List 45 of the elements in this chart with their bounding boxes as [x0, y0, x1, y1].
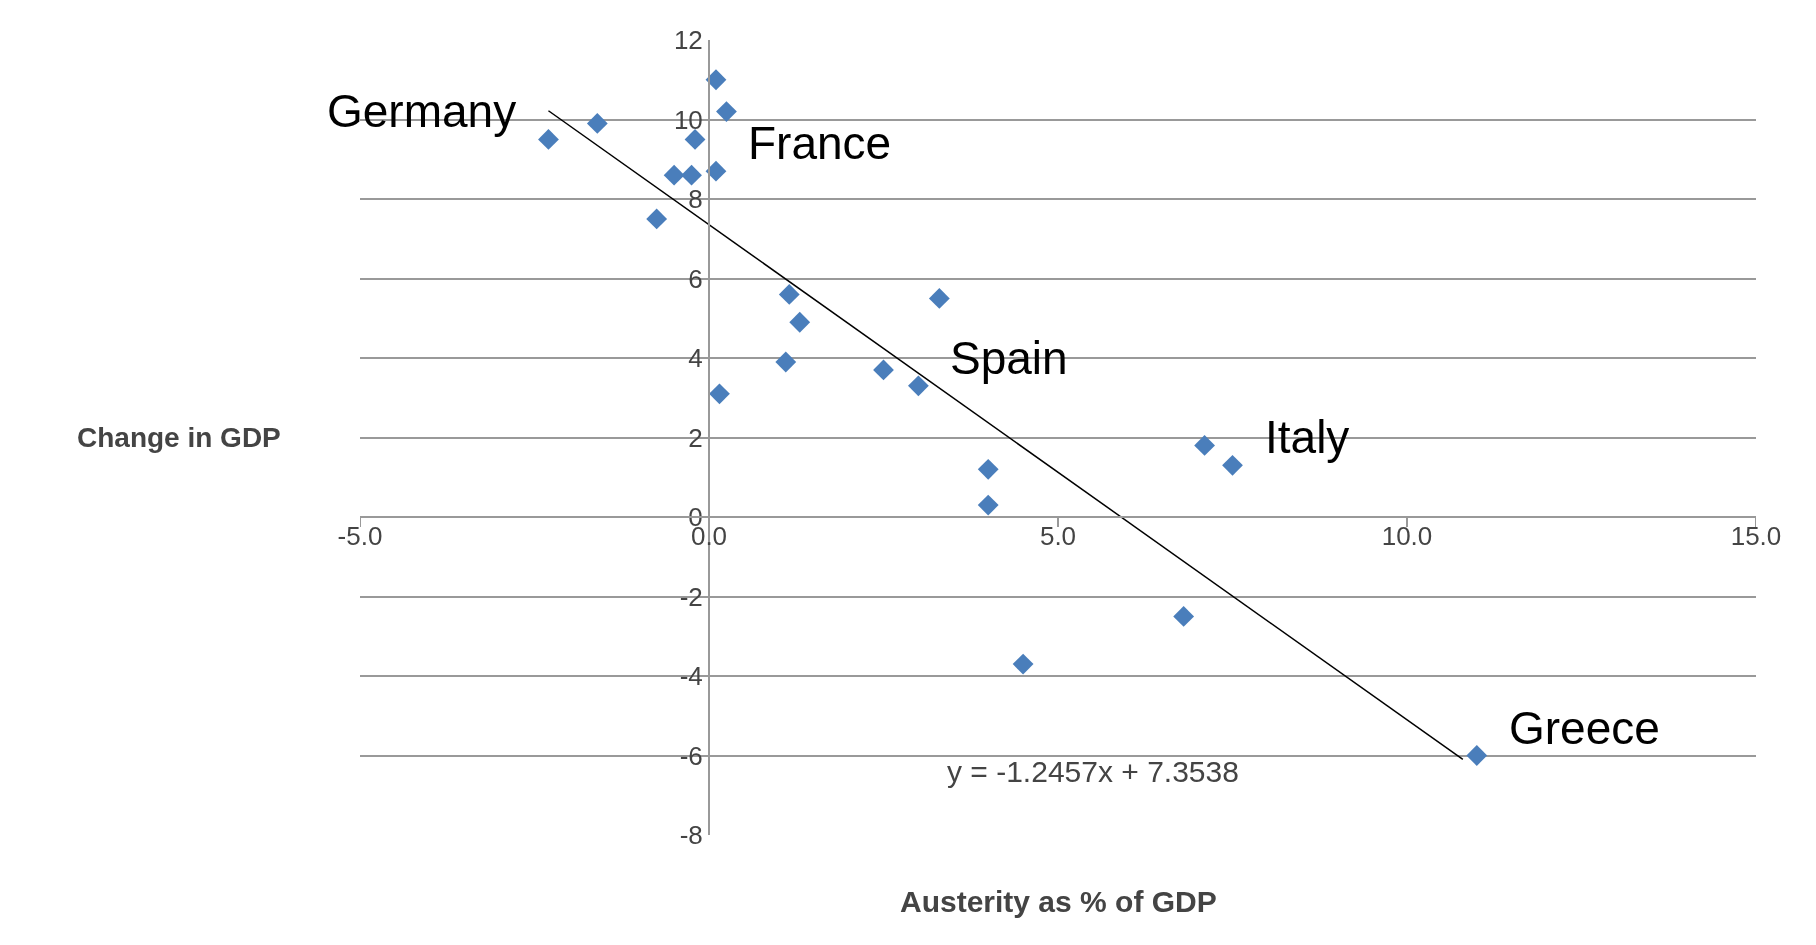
y-axis-title: Change in GDP	[77, 422, 281, 453]
y-tick-label: 10	[673, 104, 703, 135]
y-tick-label: -6	[679, 740, 703, 771]
y-tick-label: 6	[688, 263, 703, 294]
point	[705, 160, 727, 182]
point	[716, 101, 737, 122]
point	[538, 128, 559, 150]
y-tick-label: -2	[679, 581, 703, 612]
point	[1012, 653, 1034, 675]
point	[1466, 745, 1488, 766]
y-tick-label: 8	[688, 184, 703, 215]
point	[977, 494, 999, 516]
point	[663, 164, 685, 186]
x-tick-label: 5.0	[1039, 520, 1077, 551]
annotation: Germany	[327, 85, 517, 137]
point	[684, 128, 706, 150]
point	[789, 311, 811, 333]
point	[977, 458, 999, 480]
y-tick-label: 4	[688, 343, 703, 374]
annotation: France	[748, 117, 892, 169]
point	[709, 383, 730, 405]
annotation: Italy	[1265, 411, 1350, 463]
x-tick-label: 15.0	[1730, 520, 1782, 551]
point	[928, 287, 950, 309]
point	[1194, 435, 1215, 456]
point	[1222, 454, 1243, 476]
x-tick-label: -5.0	[337, 520, 383, 551]
point	[775, 351, 797, 373]
point	[586, 113, 608, 134]
point	[681, 164, 702, 186]
point	[873, 359, 894, 381]
x-tick-label: 10.0	[1381, 520, 1433, 551]
annotation: Spain	[950, 332, 1068, 384]
x-axis-title: Austerity as % of GDP	[900, 885, 1217, 918]
point	[1173, 605, 1195, 627]
point	[908, 375, 929, 397]
y-tick-label: -4	[679, 661, 703, 692]
y-tick-label: 12	[673, 25, 703, 56]
point	[646, 208, 668, 230]
y-tick-label: -8	[679, 820, 703, 851]
point	[705, 69, 727, 91]
annotation: y = -1.2457x + 7.3538	[947, 755, 1239, 788]
point	[778, 284, 800, 305]
annotation: Greece	[1509, 702, 1660, 754]
y-tick-label: 2	[688, 422, 703, 453]
